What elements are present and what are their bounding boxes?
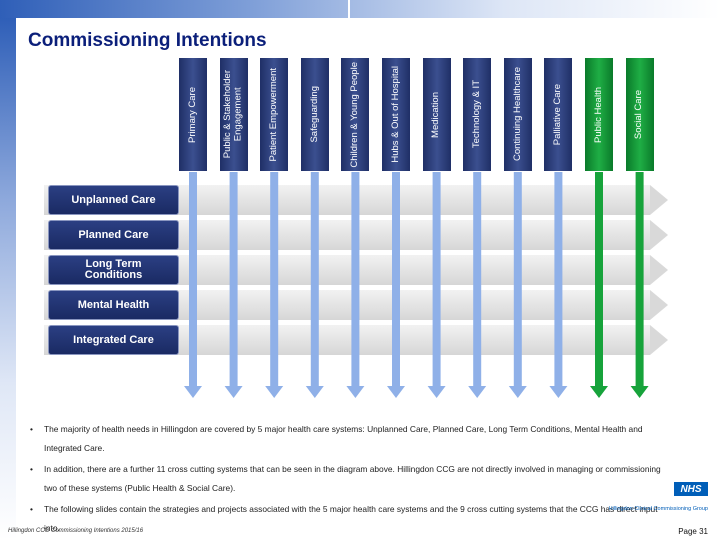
bullet-item: • The following slides contain the strate… [30,500,670,538]
column-header-label: Public Health [592,86,604,143]
page-title: Commissioning Intentions [28,30,267,51]
column-header-1: Public & Stakeholder Engagement [219,58,248,171]
column-arrow-head-7 [468,386,487,398]
system-label-1: Planned Care [48,220,179,250]
column-arrow-head-8 [508,386,527,398]
column-arrow-shaft-11 [635,172,644,386]
bullet-text: In addition, there are a further 11 cros… [44,464,661,493]
column-arrow-shaft-3 [310,172,319,386]
column-header-5: Hubs & Out of Hospital [382,58,410,171]
column-header-label: Technology & IT [470,80,482,149]
bullet-text: The majority of health needs in Hillingd… [44,424,643,453]
column-header-3: Safeguarding [300,58,329,171]
column-arrow-head-11 [630,386,649,398]
column-arrow-shaft-7 [473,172,482,386]
column-arrow-shaft-4 [351,172,360,386]
column-header-label: Hubs & Out of Hospital [389,66,401,163]
column-arrow-shaft-2 [270,172,279,386]
column-header-6: Medication [422,58,451,171]
column-arrow-shaft-0 [189,172,197,386]
nhs-logo: NHS [674,482,708,496]
page-number: Page 31 [678,527,708,536]
column-arrows [184,172,649,398]
column-arrow-shaft-5 [392,172,400,386]
bullet-text: The following slides contain the strateg… [44,504,658,533]
column-arrow-head-2 [265,386,284,398]
column-header-4: Children & Young People [341,58,370,171]
column-arrow-shaft-1 [229,172,238,386]
system-band-tip [650,290,668,320]
bullet-item: • In addition, there are a further 11 cro… [30,460,670,498]
top-decor-divider [348,0,350,18]
bullet-list: • The majority of health needs in Hilling… [30,420,670,540]
column-header-9: Palliative Care [544,58,573,171]
top-decor-band [0,0,720,18]
system-label-2: Long Term Conditions [48,255,179,285]
column-arrow-head-9 [549,386,568,398]
column-arrow-head-10 [590,386,608,398]
column-header-label: Primary Care [186,86,198,143]
left-decor-band [0,18,16,540]
column-header-label: Public & Stakeholder Engagement [222,70,244,159]
column-arrow-head-1 [224,386,243,398]
column-header-0: Primary Care [179,58,207,171]
column-arrow-shaft-9 [554,172,563,386]
system-band-tip [650,185,668,215]
column-header-10: Public Health [585,58,613,171]
column-arrow-head-3 [305,386,324,398]
column-header-label: Continuing Healthcare [511,67,523,162]
column-arrow-head-0 [184,386,202,398]
column-header-2: Patient Empowerment [260,58,289,171]
column-arrow-head-4 [346,386,365,398]
column-header-8: Continuing Healthcare [503,58,532,171]
organisation-name: Hillingdon Clinical Commissioning Group [608,506,708,512]
column-header-label: Social Care [633,89,645,140]
system-label-4: Integrated Care [48,325,179,355]
column-header-label: Patient Empowerment [267,67,279,162]
column-header-label: Children & Young People [349,61,361,168]
column-header-label: Medication [430,91,442,138]
column-header-label: Palliative Care [552,83,564,146]
column-arrow-shaft-8 [513,172,522,386]
footer-document-name: Hillingdon CCG Commissioning Intentions … [8,528,144,534]
system-label-3: Mental Health [48,290,179,320]
column-header-label: Safeguarding [308,86,320,143]
column-header-11: Social Care [625,58,654,171]
system-band-tip [650,255,668,285]
column-arrow-shaft-6 [432,172,441,386]
system-band-tip [650,220,668,250]
bullet-item: • The majority of health needs in Hilling… [30,420,670,458]
column-arrow-head-5 [387,386,405,398]
system-label-0: Unplanned Care [48,185,179,215]
column-header-7: Technology & IT [463,58,492,171]
column-arrow-shaft-10 [595,172,603,386]
column-arrow-head-6 [427,386,446,398]
system-band-tip [650,325,668,355]
